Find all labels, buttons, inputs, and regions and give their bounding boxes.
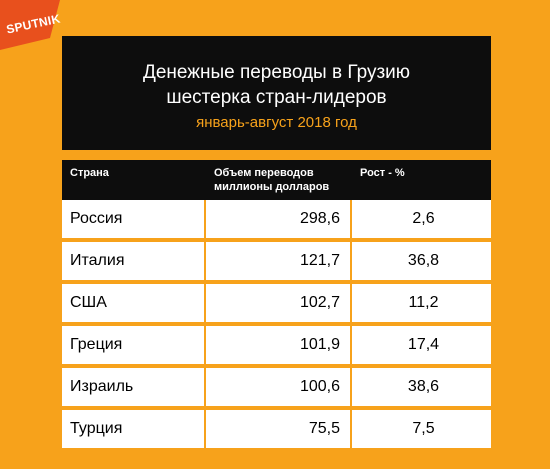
cell-country: США: [62, 284, 206, 322]
sputnik-logo: SPUTNIK: [0, 0, 62, 50]
table-header: Страна Объем переводов миллионы долларов…: [62, 160, 491, 200]
header-growth: Рост - %: [360, 167, 405, 179]
cell-volume: 75,5: [206, 410, 352, 448]
cell-country: Россия: [62, 200, 206, 238]
chart-period: январь-август 2018 год: [196, 114, 357, 131]
logo-badge-icon: [0, 0, 60, 50]
header-volume-line2: миллионы долларов: [214, 181, 330, 193]
title-banner: Денежные переводы в Грузию шестерка стра…: [62, 36, 491, 150]
table-row: Израиль 100,6 38,6: [62, 368, 491, 406]
cell-growth: 36,8: [407, 252, 440, 269]
header-country: Страна: [70, 167, 109, 179]
chart-subtitle: шестерка стран-лидеров: [166, 87, 387, 108]
table-row: Россия 298,6 2,6: [62, 200, 491, 238]
chart-title: Денежные переводы в Грузию: [142, 62, 411, 83]
cell-growth: 17,4: [407, 336, 440, 353]
cell-country: Израиль: [62, 368, 206, 406]
cell-growth: 11,2: [408, 294, 439, 311]
header-volume-line1: Объем переводов: [214, 167, 314, 179]
cell-country: Италия: [62, 242, 206, 280]
cell-growth: 2,6: [412, 210, 435, 227]
table-row: Италия 121,7 36,8: [62, 242, 491, 280]
table-row: США 102,7 11,2: [62, 284, 491, 322]
cell-growth: 7,5: [412, 420, 435, 437]
cell-country: Греция: [62, 326, 206, 364]
table-body: Россия 298,6 2,6 Италия 121,7 36,8 США 1…: [62, 200, 491, 448]
cell-volume: 121,7: [206, 242, 352, 280]
table-row: Греция 101,9 17,4: [62, 326, 491, 364]
cell-volume: 298,6: [206, 200, 352, 238]
cell-volume: 100,6: [206, 368, 352, 406]
cell-volume: 102,7: [206, 284, 352, 322]
cell-volume: 101,9: [206, 326, 352, 364]
table-row: Турция 75,5 7,5: [62, 410, 491, 448]
cell-growth: 38,6: [407, 378, 440, 395]
data-table: Страна Объем переводов миллионы долларов…: [62, 160, 491, 448]
header-volume: Объем переводов миллионы долларов: [206, 160, 352, 200]
cell-country: Турция: [62, 410, 206, 448]
